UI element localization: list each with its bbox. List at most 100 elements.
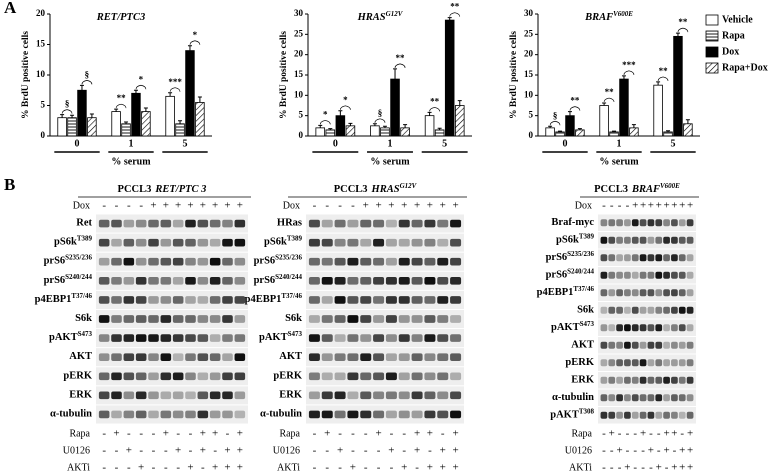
chart-title: HRASG12V — [357, 10, 404, 24]
blot-band — [185, 219, 196, 228]
blot-band — [398, 410, 410, 419]
blot-band — [185, 410, 196, 419]
significance-label: ** — [396, 53, 406, 63]
blot-band — [608, 219, 616, 227]
treatment-sign: - — [610, 462, 614, 474]
blot-band — [624, 359, 631, 367]
x-tick-label: 0 — [333, 138, 338, 149]
blot-band — [616, 376, 623, 384]
blot-row-label: pS6kT389 — [264, 234, 302, 248]
error-bar — [393, 68, 398, 80]
blot-band — [686, 306, 694, 314]
legend-label: Rapa+Dox — [722, 62, 768, 73]
blot-row-label-main: prS6 — [254, 256, 276, 267]
blot-band — [424, 353, 436, 361]
blot-band — [639, 394, 647, 402]
blot-band — [398, 277, 410, 285]
treatment-sign: - — [641, 462, 645, 474]
blot-band — [671, 289, 678, 297]
blot-strip — [96, 386, 248, 405]
bar — [575, 129, 585, 137]
blot-band — [608, 411, 616, 419]
blot-band — [222, 219, 233, 228]
blot-band — [663, 236, 670, 244]
blot-band — [398, 219, 410, 228]
blot-row-label: S6k — [75, 313, 92, 324]
chart-title: BRAFV600E — [584, 10, 633, 24]
blot-band — [373, 277, 385, 285]
blot-row-label-sup: S473 — [580, 319, 595, 327]
blot-band — [360, 277, 372, 285]
y-tick-label: 5 — [529, 110, 534, 120]
significance-bracket — [603, 97, 615, 103]
treatment-sign: - — [602, 200, 606, 212]
blot-row-label-main: pS6k — [54, 237, 77, 248]
blot-band — [172, 372, 184, 381]
treatment-sign: + — [237, 200, 243, 212]
blot-row-label-sup: S240/244 — [65, 272, 92, 280]
treatment-sign: + — [440, 200, 446, 212]
error-bar — [447, 17, 452, 21]
blot-band — [624, 376, 631, 384]
blot-strip — [96, 271, 248, 290]
blot-band — [98, 277, 110, 285]
blot-band — [373, 296, 385, 304]
blot-band — [123, 277, 135, 285]
significance-label: ** — [450, 2, 460, 12]
treatment-sign: - — [325, 445, 329, 457]
blot-band — [647, 236, 655, 244]
bar — [619, 78, 629, 137]
blot-strip — [96, 367, 248, 386]
bar — [444, 19, 455, 137]
blot-band — [98, 296, 110, 304]
legend-swatch — [705, 30, 719, 42]
blot-row-label-main: p4EBP1 — [537, 287, 574, 298]
blot-band — [624, 394, 631, 402]
blot-row-label-sup: T389 — [579, 232, 595, 240]
blot-strip — [598, 372, 696, 389]
blot-title-sup: V600E — [660, 182, 680, 190]
blot-strip — [96, 348, 248, 367]
blot-band — [616, 341, 623, 349]
x-tick-label: 1 — [129, 138, 134, 149]
bar — [434, 129, 445, 137]
treatment-sign: - — [626, 445, 630, 457]
significance-bracket — [169, 87, 181, 92]
blot-band — [135, 410, 147, 419]
chart-title-main: RET/PTC3 — [96, 12, 145, 23]
treatment-sign: - — [102, 428, 106, 440]
blot-band — [424, 296, 436, 304]
blot-band — [671, 376, 678, 384]
blot-band — [98, 391, 110, 400]
blot-band — [98, 372, 110, 381]
blot-band — [678, 254, 686, 262]
blot-row-label: AKT — [69, 352, 92, 363]
blot-row-label: α-tubulin — [50, 409, 92, 420]
blot-band — [321, 238, 333, 247]
blot-band — [321, 353, 333, 361]
error-bar — [685, 119, 690, 124]
y-axis-label: % BrdU positive cells — [509, 31, 519, 119]
blot-row-label: ERK — [69, 390, 93, 401]
blot-band — [647, 324, 655, 332]
treatment-sign: + — [200, 428, 206, 440]
blot-band — [686, 219, 694, 227]
blot-strip — [96, 214, 248, 233]
blot-band — [663, 219, 670, 227]
blot-row-label-main: HRas — [277, 218, 302, 229]
blot-band — [608, 341, 616, 349]
blot-band — [655, 411, 663, 419]
blot-strip — [306, 405, 464, 424]
treatment-sign: - — [213, 445, 217, 457]
blot-band — [185, 391, 196, 400]
blot-row-label: AKT — [279, 352, 302, 363]
bar — [57, 117, 67, 137]
bar — [67, 117, 77, 137]
significance-label: ** — [430, 96, 440, 106]
blot-band — [135, 238, 147, 247]
blot-band — [373, 238, 385, 247]
significance-label: § — [553, 110, 558, 120]
bar — [555, 131, 565, 137]
blot-band — [160, 238, 172, 247]
chart-title-sup: V600E — [613, 10, 633, 18]
